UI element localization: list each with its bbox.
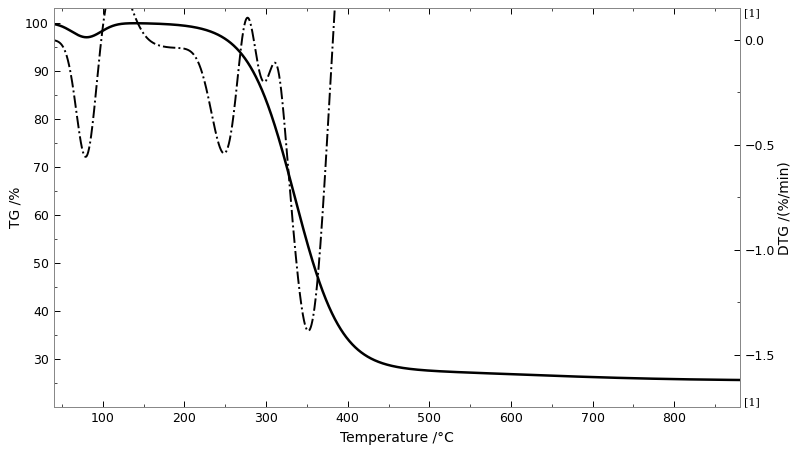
Text: [1]: [1] xyxy=(744,397,759,407)
Text: [1]: [1] xyxy=(744,8,759,18)
Y-axis label: TG /%: TG /% xyxy=(8,187,22,228)
X-axis label: Temperature /°C: Temperature /°C xyxy=(340,431,454,445)
Y-axis label: DTG /(%/min): DTG /(%/min) xyxy=(778,161,792,255)
